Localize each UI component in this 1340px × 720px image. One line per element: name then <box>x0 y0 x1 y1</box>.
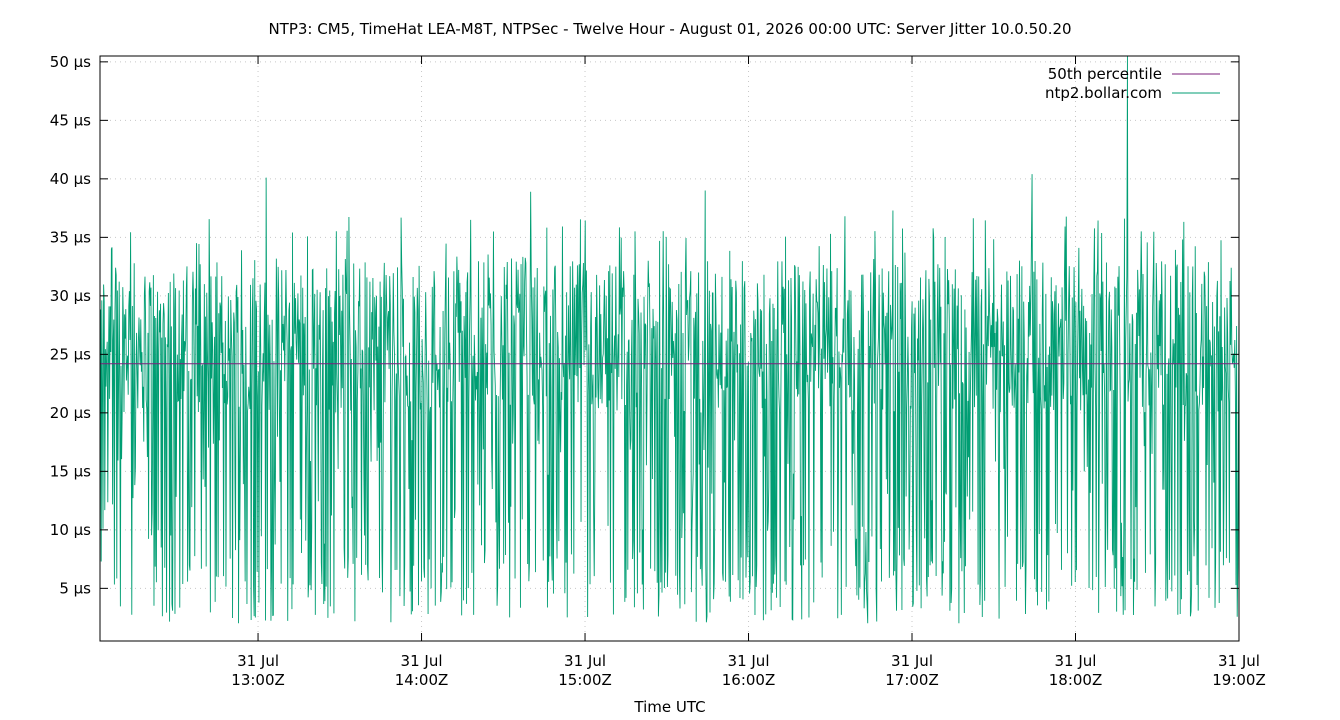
y-tick-label: 40 µs <box>50 170 91 188</box>
series-line-ntp2 <box>99 55 1240 624</box>
y-tick-label: 30 µs <box>50 287 91 305</box>
series-layer <box>99 55 1240 624</box>
y-tick-label: 10 µs <box>50 521 91 539</box>
x-axis-label: Time UTC <box>633 698 705 716</box>
x-tick-time: 19:00Z <box>1212 671 1266 689</box>
x-tick-time: 13:00Z <box>231 671 285 689</box>
x-tick-date: 31 Jul <box>237 652 279 670</box>
y-tick-label: 45 µs <box>50 111 91 129</box>
y-tick-label: 50 µs <box>50 53 91 71</box>
x-tick-date: 31 Jul <box>564 652 606 670</box>
legend-label: ntp2.bollar.com <box>1045 84 1162 102</box>
x-tick-time: 15:00Z <box>558 671 612 689</box>
y-tick-label: 5 µs <box>59 579 91 597</box>
plot-frame <box>99 55 1240 642</box>
x-tick-date: 31 Jul <box>401 652 443 670</box>
x-tick-date: 31 Jul <box>1218 652 1260 670</box>
y-tick-label: 20 µs <box>50 404 91 422</box>
x-tick-date: 31 Jul <box>891 652 933 670</box>
x-tick-date: 31 Jul <box>1055 652 1097 670</box>
y-tick-label: 15 µs <box>50 462 91 480</box>
x-tick-time: 18:00Z <box>1049 671 1103 689</box>
y-axis: 5 µs 10 µs 15 µs 20 µs 25 µs 30 µs 35 µs 40 µs 4… <box>50 53 1239 597</box>
y-tick-label: 35 µs <box>50 228 91 246</box>
x-tick-time: 16:00Z <box>722 671 776 689</box>
x-tick-time: 14:00Z <box>395 671 449 689</box>
y-tick-label: 25 µs <box>50 345 91 363</box>
x-tick-time: 17:00Z <box>885 671 939 689</box>
legend-label: 50th percentile <box>1048 65 1162 83</box>
x-tick-date: 31 Jul <box>728 652 770 670</box>
chart-title: NTP3: CM5, TimeHat LEA-M8T, NTPSec - Twe… <box>268 20 1071 38</box>
